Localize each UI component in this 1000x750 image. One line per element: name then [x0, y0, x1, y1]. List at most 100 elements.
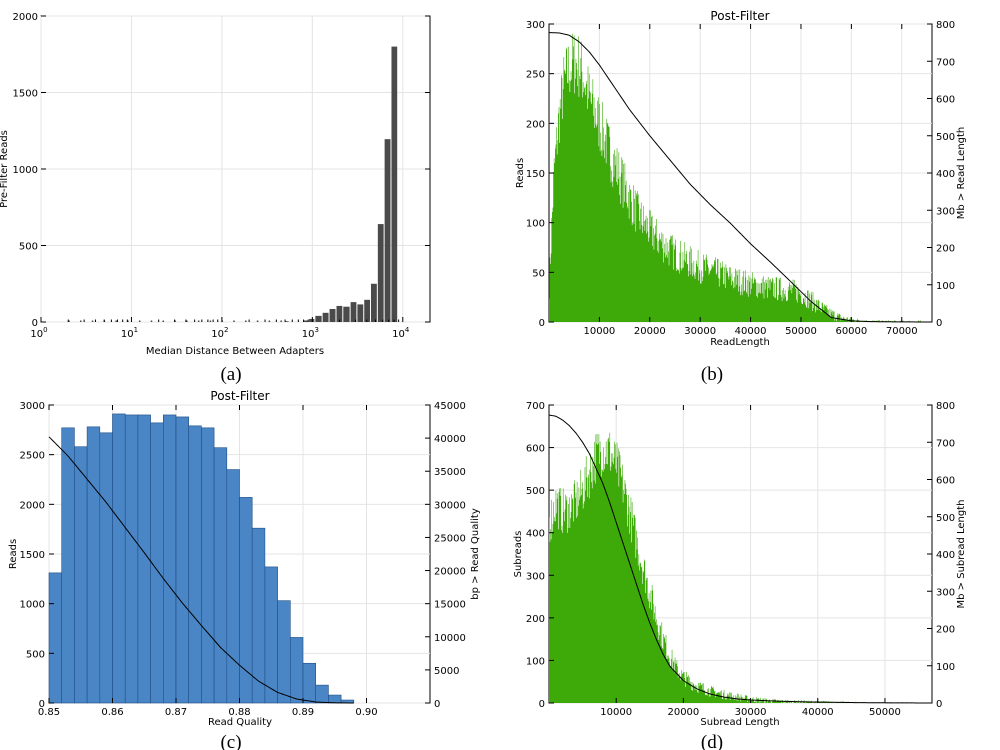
- histogram-bar: [256, 320, 259, 322]
- tick-label: 0.87: [165, 707, 187, 718]
- tick-label: 300: [936, 206, 955, 217]
- y2-axis-label-c: bp > Read Quality: [470, 508, 481, 600]
- tick-label: 0: [539, 699, 545, 710]
- histogram-bar: [328, 694, 342, 704]
- tick-label: 50000: [869, 707, 901, 718]
- tick-label: 300: [526, 571, 545, 582]
- histogram-bar: [99, 432, 113, 704]
- tick-label: 104: [392, 326, 410, 340]
- ticks-b: 10000 20000 30000 40000 50000 60000 70000 0 50 10…: [526, 20, 955, 337]
- caption-b: (b): [701, 364, 723, 385]
- histogram-bar: [80, 320, 82, 322]
- cumulative-curve-d: [548, 414, 932, 704]
- histogram-bar: [197, 320, 200, 322]
- tick-label: 10000: [434, 633, 466, 644]
- tick-label: 102: [211, 326, 228, 340]
- histogram-bar: [377, 224, 384, 322]
- histogram-bar: [245, 320, 247, 322]
- tick-label: 0.85: [38, 707, 60, 718]
- histogram-bar: [150, 422, 164, 704]
- ticks-c: 0.85 0.86 0.87 0.88 0.89 0.90 0 500 1000 1500 2000…: [20, 401, 466, 718]
- chart-title-c: Post-Filter: [210, 389, 269, 403]
- histogram-bars: [549, 33, 923, 323]
- tick-label: 300: [936, 587, 955, 598]
- tick-base: 10: [121, 329, 134, 340]
- tick-label: 40000: [735, 326, 767, 337]
- histogram-bar: [343, 306, 350, 322]
- tick-label: 500: [526, 486, 545, 497]
- histogram-bar: [233, 320, 235, 322]
- tick-label: 3000: [20, 401, 45, 412]
- tick-label: 100: [936, 281, 955, 292]
- histogram-bar: [285, 321, 289, 322]
- tick-label: 800: [936, 401, 955, 412]
- histogram-bar: [48, 572, 62, 704]
- histogram-bar: [112, 413, 126, 704]
- y-axis-label-d: Subreads: [513, 531, 524, 578]
- histogram-bar: [280, 320, 282, 322]
- tick-label: 700: [936, 438, 955, 449]
- histogram-bar: [309, 318, 315, 322]
- tick-base: 10: [302, 329, 315, 340]
- tick-label: 400: [936, 550, 955, 561]
- tick-label: 500: [936, 132, 955, 143]
- histogram-bar: [370, 283, 377, 322]
- histogram-bar: [268, 320, 271, 322]
- panel-c: 0.85 0.86 0.87 0.88 0.89 0.90 0 500 1000 1500 2000…: [8, 389, 481, 750]
- histogram-bar: [350, 302, 357, 322]
- tick-exponent: 3: [314, 326, 318, 334]
- histogram-bar: [186, 320, 188, 322]
- x-axis-label-a: Median Distance Between Adapters: [146, 346, 324, 357]
- tick-label: 10000: [583, 326, 615, 337]
- tick-label: 40000: [434, 434, 466, 445]
- tick-label: 700: [936, 57, 955, 68]
- tick-label: 40000: [802, 707, 834, 718]
- tick-label: 20000: [434, 567, 466, 578]
- tick-label: 25000: [434, 533, 466, 544]
- tick-label: 0: [936, 318, 942, 329]
- tick-label: 200: [526, 614, 545, 625]
- tick-label: 100: [526, 219, 545, 230]
- tick-label: 1000: [13, 165, 38, 176]
- tick-label: 150: [526, 169, 545, 180]
- histogram-bar: [127, 320, 129, 322]
- tick-label: 2000: [13, 12, 38, 23]
- y-axis-label-b: Reads: [515, 158, 526, 188]
- histogram-bar: [68, 320, 70, 322]
- tick-exponent: 1: [134, 326, 138, 334]
- histogram-bars: [549, 432, 926, 703]
- tick-label: 400: [936, 169, 955, 180]
- caption-a: (a): [220, 364, 241, 385]
- tick-label: 20000: [634, 326, 666, 337]
- tick-label: 250: [526, 70, 545, 81]
- tick-label: 500: [936, 513, 955, 524]
- tick-label: 60000: [835, 326, 867, 337]
- y2-axis-label-d: Mb > Subread Length: [956, 500, 967, 609]
- tick-base: 10: [30, 329, 43, 340]
- tick-label: 200: [936, 625, 955, 636]
- tick-label: 600: [526, 444, 545, 455]
- panel-d: 10000 20000 30000 40000 50000 0 100 200 300 400 50…: [513, 401, 967, 750]
- tick-label: 1500: [13, 89, 38, 100]
- tick-label: 30000: [735, 707, 767, 718]
- histogram-bar: [175, 416, 189, 704]
- bars-b: [549, 33, 923, 323]
- histogram-bar: [302, 662, 316, 704]
- tick-exponent: 4: [405, 326, 410, 334]
- histogram-bar: [239, 497, 253, 704]
- y2-axis-label-b: Mb > Read Length: [956, 127, 967, 220]
- tick-exponent: 2: [224, 326, 228, 334]
- tick-label: 0: [39, 699, 45, 710]
- tick-label: 200: [936, 244, 955, 255]
- tick-label: 500: [19, 242, 38, 253]
- caption-d: (d): [701, 732, 723, 750]
- histogram-bar: [289, 637, 304, 704]
- tick-label: 800: [936, 20, 955, 31]
- tick-label: 30000: [434, 500, 466, 511]
- tick-label: 700: [526, 401, 545, 412]
- histogram-bar: [163, 414, 177, 704]
- tick-label: 0.86: [101, 707, 123, 718]
- tick-label: 1000: [20, 600, 45, 611]
- tick-exponent: 0: [43, 326, 47, 334]
